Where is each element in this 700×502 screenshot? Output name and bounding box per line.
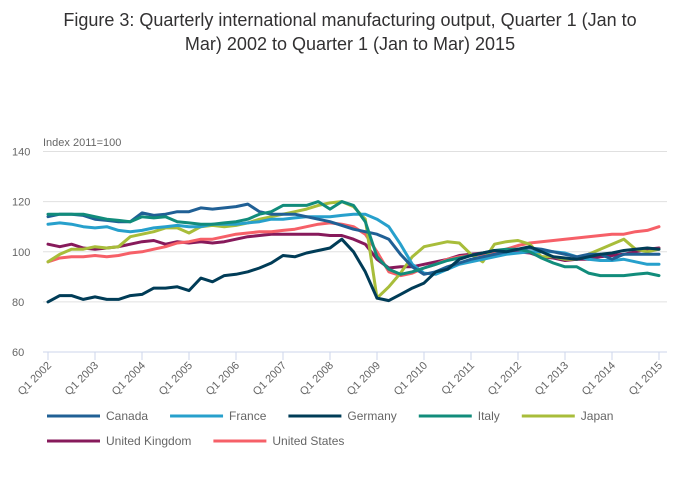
series-line-germany[interactable] — [46, 237, 661, 304]
x-tick-label: Q1 2005 — [157, 360, 195, 398]
series-line-italy[interactable] — [46, 200, 661, 278]
x-tick-label: Q1 2011 — [439, 360, 477, 398]
x-tick-label: Q1 2014 — [580, 360, 618, 398]
y-tick-label: 140 — [12, 147, 30, 159]
y-tick-label: 100 — [12, 247, 30, 259]
chart-title-line-2: Mar) 2002 to Quarter 1 (Jan to Mar) 2015 — [184, 34, 516, 54]
y-axis-unit-label: Index 2011=100 — [43, 137, 121, 149]
legend-item-united-states[interactable]: United States — [213, 434, 344, 448]
x-axis: Q1 2002 Q1 2003 Q1 2004 Q1 2005 Q1 2006 Q1 20… — [16, 351, 667, 398]
x-tick-label: Q1 2004 — [110, 360, 148, 398]
x-tick-label: Q1 2003 — [63, 360, 101, 398]
series-lines — [46, 200, 661, 304]
legend-label: United States — [272, 434, 344, 448]
legend-item-japan[interactable]: Japan — [521, 409, 614, 423]
legend-item-italy[interactable]: Italy — [418, 409, 500, 423]
legend-label: France — [229, 409, 267, 423]
y-tick-label: 60 — [12, 347, 24, 359]
legend-item-united-kingdom[interactable]: United Kingdom — [47, 434, 191, 448]
x-tick-label: Q1 2013 — [533, 360, 571, 398]
series-line-france[interactable] — [46, 212, 661, 276]
x-tick-label: Q1 2012 — [486, 360, 524, 398]
legend-label: Canada — [106, 409, 148, 423]
y-axis: 60 80 100 120 140 — [12, 147, 30, 360]
y-tick-label: 120 — [12, 197, 30, 209]
legend-item-canada[interactable]: Canada — [47, 409, 148, 423]
legend-label: Germany — [347, 409, 396, 423]
series-line-united-states[interactable] — [46, 221, 661, 278]
legend-label: Italy — [478, 409, 500, 423]
legend-label: United Kingdom — [106, 434, 191, 448]
y-tick-label: 80 — [12, 297, 24, 309]
legend: Canada France Germany Italy Japan United King… — [47, 409, 613, 448]
x-tick-label: Q1 2006 — [204, 360, 242, 398]
series-line-canada[interactable] — [46, 202, 661, 276]
legend-item-france[interactable]: France — [170, 409, 267, 423]
x-tick-label: Q1 2007 — [251, 360, 289, 398]
legend-item-germany[interactable]: Germany — [288, 409, 397, 423]
chart-title-line-1: Figure 3: Quarterly international manufa… — [63, 10, 637, 30]
x-tick-label: Q1 2009 — [345, 360, 383, 398]
x-tick-label: Q1 2008 — [298, 360, 336, 398]
x-tick-label: Q1 2010 — [392, 360, 430, 398]
x-tick-label: Q1 2002 — [16, 360, 54, 398]
legend-label: Japan — [581, 409, 614, 423]
x-tick-label: Q1 2015 — [627, 360, 665, 398]
chart-title: Figure 3: Quarterly international manufa… — [0, 8, 700, 56]
